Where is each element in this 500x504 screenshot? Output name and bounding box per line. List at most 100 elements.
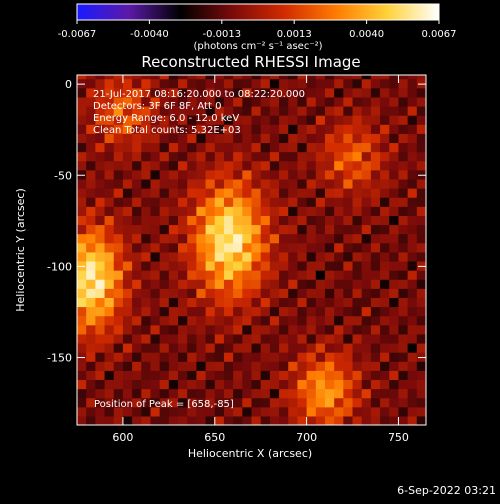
heatmap-cell: [260, 124, 271, 134]
heatmap-cell: [178, 251, 188, 262]
heatmap-cell: [214, 361, 225, 371]
heatmap-cell: [113, 242, 124, 253]
heatmap-cell: [122, 279, 133, 289]
heatmap-cell: [416, 233, 426, 244]
heatmap-cell: [306, 124, 317, 134]
heatmap-cell: [361, 206, 372, 216]
heatmap-cell: [352, 188, 363, 198]
heatmap-cell: [113, 297, 124, 308]
heatmap-cell: [398, 78, 409, 89]
heatmap-cell: [361, 124, 372, 134]
heatmap-cell: [205, 206, 216, 216]
heatmap-cell: [398, 87, 409, 98]
heatmap-cell: [260, 151, 271, 162]
heatmap-cell: [242, 215, 253, 226]
heatmap-cell: [141, 124, 152, 134]
heatmap-cell: [223, 270, 234, 280]
heatmap-cell: [288, 124, 299, 134]
heatmap-cell: [132, 115, 142, 125]
heatmap-cell: [168, 75, 179, 80]
heatmap-cell: [352, 388, 363, 399]
heatmap-cell: [113, 169, 124, 180]
heatmap-cell: [168, 197, 179, 207]
heatmap-cell: [233, 251, 243, 262]
heatmap-cell: [86, 215, 96, 226]
heatmap-cell: [205, 124, 216, 134]
heatmap-cell: [361, 188, 372, 198]
colorbar-ticks: -0.0067 -0.0040 -0.0013 0.0013 0.0040 0.0067: [58, 20, 457, 40]
heatmap-cell: [370, 75, 381, 80]
heatmap-cell: [370, 178, 381, 189]
heatmap-cell: [288, 306, 299, 317]
x-tick-label: 700: [296, 431, 317, 444]
heatmap-cell: [251, 151, 262, 162]
heatmap-cell: [159, 87, 170, 98]
heatmap-cell: [150, 124, 161, 134]
heatmap-cell: [407, 333, 418, 344]
heatmap-cell: [416, 379, 426, 390]
heatmap-cell: [269, 233, 280, 244]
heatmap-cell: [297, 178, 308, 189]
heatmap-cell: [380, 288, 390, 298]
heatmap-cell: [343, 233, 354, 244]
heatmap-cell: [251, 105, 262, 116]
heatmap-cell: [370, 279, 381, 289]
heatmap-cell: [104, 342, 115, 353]
heatmap-cell: [242, 178, 253, 189]
heatmap-cell: [407, 242, 418, 253]
heatmap-cell: [334, 297, 344, 308]
heatmap-cell: [223, 397, 234, 408]
heatmap-cell: [297, 115, 308, 125]
heatmap-cell: [297, 215, 308, 226]
heatmap-cell: [315, 324, 326, 335]
heatmap-cell: [306, 87, 317, 98]
heatmap-cell: [77, 315, 87, 326]
heatmap-cell: [343, 87, 354, 98]
heatmap-cell: [86, 142, 96, 153]
heatmap-cell: [214, 160, 225, 171]
heatmap-cell: [398, 224, 409, 235]
heatmap-cell: [306, 233, 317, 244]
heatmap-cell: [233, 388, 243, 399]
heatmap-cell: [416, 370, 426, 381]
heatmap-cell: [223, 78, 234, 89]
heatmap-cell: [214, 242, 225, 253]
heatmap-cell: [223, 288, 234, 298]
heatmap-cell: [288, 178, 299, 189]
heatmap-cell: [380, 297, 390, 308]
heatmap-cell: [150, 324, 161, 335]
heatmap-cell: [334, 260, 344, 271]
heatmap-cell: [233, 270, 243, 280]
heatmap-cell: [113, 415, 124, 425]
heatmap-cell: [279, 352, 289, 362]
heatmap-cell: [132, 124, 142, 134]
heatmap-cell: [205, 133, 216, 144]
heatmap-cell: [343, 115, 354, 125]
heatmap-cell: [187, 188, 197, 198]
heatmap-cell: [306, 160, 317, 171]
heatmap-cell: [141, 352, 152, 362]
heatmap-cell: [196, 75, 207, 80]
heatmap-cell: [159, 352, 170, 362]
heatmap-cell: [380, 279, 390, 289]
heatmap-cell: [178, 105, 188, 116]
heatmap-cell: [260, 115, 271, 125]
heatmap-cell: [86, 315, 96, 326]
heatmap-cell: [380, 115, 390, 125]
heatmap-cell: [113, 260, 124, 271]
heatmap-cell: [141, 260, 152, 271]
heatmap-cell: [77, 370, 87, 381]
heatmap-cell: [122, 361, 133, 371]
heatmap-cell: [334, 342, 344, 353]
heatmap-cell: [196, 224, 207, 235]
heatmap-cell: [251, 315, 262, 326]
heatmap-cell: [269, 406, 280, 417]
heatmap-cell: [233, 133, 243, 144]
heatmap-cell: [141, 324, 152, 335]
heatmap-cell: [214, 315, 225, 326]
heatmap-cell: [86, 133, 96, 144]
heatmap-cell: [380, 306, 390, 317]
heatmap-cell: [132, 105, 142, 116]
heatmap-cell: [279, 115, 289, 125]
heatmap-cell: [77, 324, 87, 335]
